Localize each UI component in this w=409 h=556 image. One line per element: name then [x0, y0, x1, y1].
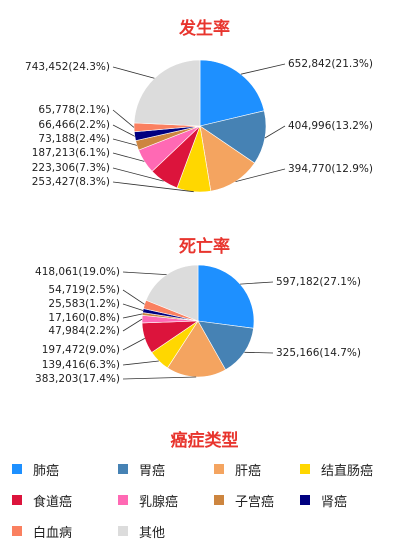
pie-chart-incidence: 652,842(21.3%) 404,996(13.2%) 394,770(12.9… — [25, 58, 373, 193]
leader-line — [235, 168, 286, 182]
legend-label: 子宫癌 — [235, 494, 275, 510]
leader-line — [240, 63, 286, 75]
leader-line — [244, 351, 274, 354]
slice-label: 25,583(1.2%) — [48, 298, 120, 310]
legend-item: 肾癌 — [300, 491, 348, 510]
legend-label: 白血病 — [33, 525, 73, 541]
leader-line — [112, 138, 138, 146]
chart-title-mortality: 死亡率 — [179, 237, 230, 257]
leader-line — [122, 271, 167, 275]
legend-item: 肝癌 — [214, 460, 262, 479]
legend-item: 胃癌 — [118, 460, 166, 479]
legend-swatch — [12, 495, 22, 505]
leader-line — [122, 338, 145, 351]
legend-item: 其他 — [118, 522, 166, 541]
slice-label: 65,778(2.1%) — [38, 104, 110, 116]
legend-label: 结直肠癌 — [321, 463, 374, 479]
legend-label: 胃癌 — [139, 463, 166, 479]
legend-swatch — [300, 464, 310, 474]
legend-swatch — [118, 526, 128, 536]
pie-slice — [167, 320, 226, 378]
legend-swatch — [118, 464, 128, 474]
pie-slice — [197, 264, 255, 329]
slice-label: 418,061(19.0%) — [35, 266, 120, 278]
leader-line — [122, 376, 197, 380]
leader-line — [122, 303, 144, 311]
slice-label: 47,984(2.2%) — [48, 325, 120, 337]
slice-label: 394,770(12.9%) — [288, 163, 373, 175]
leader-line — [264, 125, 286, 139]
pie-slice — [133, 59, 201, 127]
legend-swatch — [214, 464, 224, 474]
slice-label: 17,160(0.8%) — [48, 312, 120, 324]
leader-line — [122, 318, 143, 332]
slice-label: 597,182(27.1%) — [276, 276, 361, 288]
pie-slice — [197, 320, 254, 371]
legend-item: 食道癌 — [12, 491, 73, 510]
legend-label: 其他 — [139, 525, 166, 541]
legend-item: 结直肠癌 — [300, 460, 374, 479]
slice-label: 139,416(6.3%) — [42, 359, 120, 371]
leader-line — [122, 313, 143, 319]
legend-swatch — [12, 464, 22, 474]
slice-label: 223,306(7.3%) — [32, 162, 110, 174]
pie-chart-mortality: 597,182(27.1%) 325,166(14.7%) 383,203(17.4… — [35, 264, 361, 385]
legend-swatch — [12, 526, 22, 536]
leader-line — [112, 66, 155, 79]
legend-swatch — [214, 495, 224, 505]
legend-label: 肝癌 — [235, 463, 262, 479]
slice-label: 383,203(17.4%) — [35, 373, 120, 385]
leader-line — [112, 167, 164, 182]
chart-title-incidence: 发生率 — [179, 19, 230, 39]
leader-line — [122, 289, 145, 305]
leader-line — [240, 281, 274, 285]
legend-label: 食道癌 — [33, 494, 73, 510]
slice-label: 325,166(14.7%) — [276, 347, 361, 359]
slice-label: 652,842(21.3%) — [288, 58, 373, 70]
legend-swatch — [300, 495, 310, 505]
pie-slice — [145, 264, 199, 322]
legend-swatch — [118, 495, 128, 505]
leader-line — [112, 152, 145, 162]
slice-label: 743,452(24.3%) — [25, 61, 110, 73]
slice-label: 66,466(2.2%) — [38, 119, 110, 131]
legend-item: 乳腺癌 — [118, 491, 179, 510]
pie-slice — [199, 110, 267, 164]
leader-line — [122, 360, 159, 366]
leader-line — [112, 109, 135, 128]
slice-label: 253,427(8.3%) — [32, 176, 110, 188]
legend-item: 白血病 — [12, 522, 73, 541]
slice-label: 187,213(6.1%) — [32, 147, 110, 159]
leader-line — [112, 181, 194, 193]
legend-item: 肺癌 — [12, 460, 60, 479]
legend-label: 肺癌 — [33, 463, 60, 479]
slice-label: 197,472(9.0%) — [42, 344, 120, 356]
leader-line — [112, 124, 135, 137]
legend-item: 子宫癌 — [214, 491, 275, 510]
legend-title: 癌症类型 — [170, 431, 239, 451]
slice-label: 54,719(2.5%) — [48, 284, 120, 296]
legend-label: 乳腺癌 — [139, 494, 179, 510]
legend-label: 肾癌 — [321, 494, 348, 510]
slice-label: 73,188(2.4%) — [38, 133, 110, 145]
slice-label: 404,996(13.2%) — [288, 120, 373, 132]
